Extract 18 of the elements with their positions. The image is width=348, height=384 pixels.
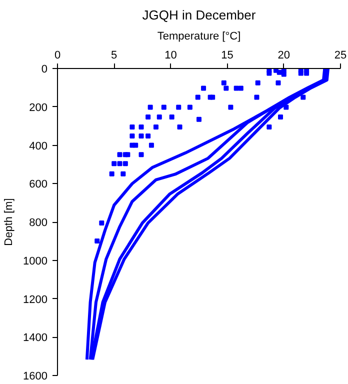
x-tick-label: 20 bbox=[278, 50, 290, 62]
y-tick-label: 200 bbox=[29, 102, 48, 114]
y-tick-label: 0 bbox=[41, 64, 48, 76]
x-tick-label: 25 bbox=[334, 50, 347, 62]
y-tick-label: 1200 bbox=[23, 294, 48, 306]
x-tick-label: 10 bbox=[164, 50, 177, 62]
x-axis-title: Temperature [°C] bbox=[157, 30, 241, 42]
y-tick-label: 1000 bbox=[23, 255, 48, 268]
y-tick-label: 600 bbox=[29, 178, 48, 191]
y-tick-label: 1400 bbox=[23, 332, 48, 344]
x-tick-label: 5 bbox=[111, 50, 118, 62]
y-tick-label: 800 bbox=[29, 217, 48, 229]
chart-title: JGQH in December bbox=[142, 8, 256, 22]
y-axis-title: Depth [m] bbox=[3, 198, 16, 246]
y-tick-label: 1600 bbox=[23, 370, 48, 382]
x-tick-label: 15 bbox=[221, 50, 234, 62]
y-tick-label: 400 bbox=[29, 140, 48, 152]
x-tick-label: 0 bbox=[54, 50, 61, 62]
